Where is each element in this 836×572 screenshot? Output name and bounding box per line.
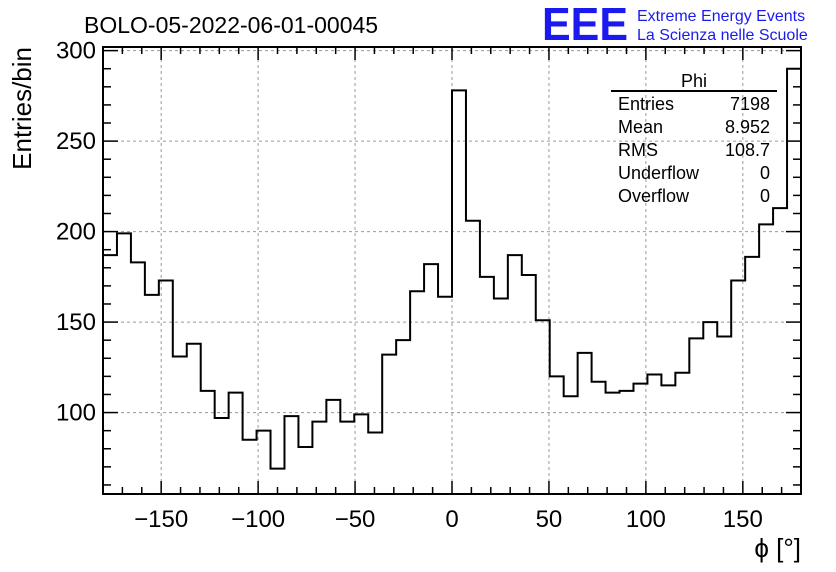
histogram-bin	[592, 382, 606, 494]
histogram-bin	[340, 422, 354, 494]
histogram-bin	[536, 320, 550, 494]
histogram-bin	[159, 280, 173, 494]
histogram-bin	[103, 255, 117, 494]
x-tick-label: −50	[335, 506, 376, 533]
histogram-bin	[550, 376, 564, 494]
histogram-bin	[480, 277, 494, 494]
histogram-outline	[102, 67, 802, 494]
stats-box: Phi Entries 7198 Mean 8.952 RMS 108.7 Underflo…	[611, 71, 777, 206]
stats-label: Entries	[618, 94, 674, 114]
y-tick-label: 250	[56, 128, 96, 155]
y-tick-label: 100	[56, 400, 96, 427]
histogram-bin	[522, 275, 536, 494]
x-tick-label: 0	[445, 506, 458, 533]
stats-value: 8.952	[725, 117, 770, 137]
x-tick-label: −150	[134, 506, 188, 533]
histogram-bin	[312, 422, 326, 494]
stats-value: 7198	[730, 94, 770, 114]
histogram-bin	[187, 344, 201, 494]
axis-ticks	[103, 47, 802, 494]
histogram-bars	[102, 67, 802, 494]
histogram-bin	[452, 90, 466, 494]
histogram-bin	[298, 447, 312, 494]
histogram-bin	[326, 400, 340, 494]
stats-value: 0	[760, 186, 770, 206]
y-tick-label: 150	[56, 309, 96, 336]
histogram-bin	[117, 233, 131, 494]
histogram-bin	[466, 221, 480, 494]
histogram-bin	[745, 257, 759, 494]
eee-logo-line2: La Scienza nelle Scuole	[637, 27, 808, 44]
x-tick-label: 150	[723, 506, 763, 533]
histogram-bin	[759, 224, 773, 494]
histogram-bin	[438, 297, 452, 494]
eee-logo-mark: EEE	[542, 0, 628, 50]
histogram-bin	[773, 208, 787, 494]
histogram-bin	[620, 391, 634, 494]
tick-labels: −150 −100 −50 0 50 100 150 100 150 200 250 300	[56, 38, 763, 533]
x-tick-label: −100	[231, 506, 285, 533]
histogram-bin	[633, 384, 647, 494]
eee-logo-line1: Extreme Energy Events	[637, 8, 805, 25]
histogram-bin	[647, 375, 661, 494]
stats-value: 0	[760, 163, 770, 183]
histogram-bin	[131, 262, 145, 494]
histogram-bin	[689, 338, 703, 494]
histogram-bin	[508, 255, 522, 494]
y-axis-label: Entries/bin	[7, 47, 37, 170]
histogram-bin	[717, 337, 731, 494]
histogram-bin	[215, 418, 229, 494]
chart-title: BOLO-05-2022-06-01-00045	[84, 12, 378, 38]
histogram-bin	[173, 356, 187, 494]
histogram-bin	[229, 393, 243, 494]
histogram-bin	[284, 416, 298, 494]
histogram-bin	[731, 280, 745, 494]
histogram-bin	[396, 340, 410, 494]
histogram-bin	[703, 322, 717, 494]
histogram-bin	[606, 393, 620, 494]
histogram-bin	[661, 385, 675, 494]
stats-rows: Entries 7198 Mean 8.952 RMS 108.7 Underflow 0 Ov…	[618, 94, 770, 206]
stats-label: Mean	[618, 117, 663, 137]
stats-label: Overflow	[618, 186, 690, 206]
x-tick-label: 100	[626, 506, 666, 533]
histogram-bin	[424, 264, 438, 494]
histogram-bin	[382, 355, 396, 494]
histogram-bin	[201, 391, 215, 494]
stats-title: Phi	[681, 71, 707, 91]
histogram-bin	[243, 440, 257, 494]
histogram-bin	[145, 295, 159, 494]
stats-label: RMS	[618, 140, 658, 160]
histogram-bin	[410, 291, 424, 494]
y-tick-label: 300	[56, 38, 96, 65]
eee-logo: EEE Extreme Energy Events La Scienza nel…	[542, 0, 808, 50]
histogram-bin	[564, 396, 578, 494]
stats-value: 108.7	[725, 140, 770, 160]
histogram-bin	[675, 373, 689, 494]
x-tick-label: 50	[536, 506, 563, 533]
stats-label: Underflow	[618, 163, 700, 183]
histogram-bin	[494, 299, 508, 494]
histogram-bin	[368, 432, 382, 494]
x-axis-label: ϕ [°]	[754, 533, 801, 563]
histogram-bin	[354, 414, 368, 494]
y-tick-label: 200	[56, 219, 96, 246]
histogram-bin	[578, 353, 592, 494]
